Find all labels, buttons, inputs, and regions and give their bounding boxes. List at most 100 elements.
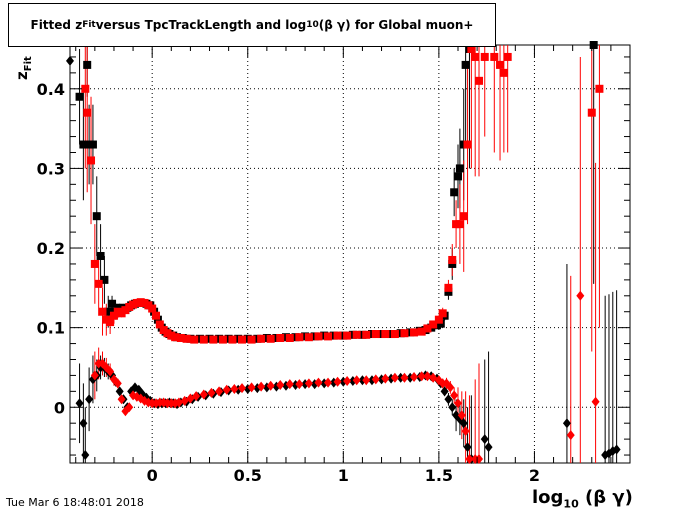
data-point-square (83, 108, 92, 117)
data-point-diamond (285, 379, 294, 390)
data-point-diamond (106, 366, 115, 377)
data-point-square (352, 330, 361, 339)
data-point-square (98, 307, 107, 316)
axes: 0 0.5 1 1.5 2 0 0.1 0.2 0.3 0.4 (37, 45, 631, 485)
data-point-square (209, 335, 218, 344)
data-point-square (475, 76, 484, 85)
data-point-square (304, 333, 313, 342)
data-point-square (453, 172, 462, 181)
data-point-square (455, 220, 464, 229)
data-point-square (400, 329, 409, 338)
data-point-square (587, 108, 596, 117)
data-point-square (434, 315, 443, 324)
data-point-square (499, 68, 508, 77)
data-point-diamond (222, 384, 231, 395)
data-point-diamond (215, 386, 224, 397)
data-point-diamond (266, 380, 275, 391)
data-point-square (83, 60, 92, 69)
data-point-diamond (484, 442, 493, 453)
data-point-square (471, 52, 480, 61)
title-mid: versus TpcTrackLength and log (95, 18, 307, 32)
data-point-square (417, 327, 426, 336)
data-point-diamond (390, 372, 399, 383)
data-point-diamond (410, 372, 419, 383)
title-sub: Fit (82, 20, 96, 30)
data-point-diamond (480, 434, 489, 445)
data-point-square (81, 84, 90, 93)
data-point-square (390, 330, 399, 339)
y-axis-label: zFit (13, 40, 41, 80)
data-point-square (295, 333, 304, 342)
data-point-square (324, 332, 333, 341)
data-point-diamond (461, 426, 470, 437)
data-point-diamond (79, 418, 88, 429)
data-point-diamond (444, 394, 453, 405)
data-point-square (467, 44, 476, 53)
data-point-square (155, 320, 164, 329)
data-point-diamond (113, 378, 122, 389)
data-point-diamond (230, 383, 239, 394)
title-post: (β γ) for Global muon+ (318, 18, 474, 32)
data-point-diamond (85, 394, 94, 405)
data-point-square (199, 335, 208, 344)
data-point-square (461, 60, 470, 69)
data-point-square (444, 283, 453, 292)
data-point-diamond (423, 371, 432, 382)
x-tick-label: 1 (338, 466, 349, 485)
y-axis-label-sub: Fit (23, 56, 34, 72)
data-point-diamond (66, 55, 74, 66)
data-point-diamond (75, 398, 84, 409)
data-point-diamond (117, 394, 126, 405)
data-point-square (176, 333, 185, 342)
timestamp: Tue Mar 6 18:48:01 2018 (6, 496, 144, 509)
data-point-diamond (81, 450, 90, 461)
data-point-square (108, 299, 117, 308)
y-tick-label: 0 (54, 398, 65, 417)
x-axis-label: log10 (β γ) (532, 487, 633, 511)
y-tick-label: 0.1 (37, 319, 65, 338)
x-tick-label: 2 (529, 466, 540, 485)
data-point-square (333, 331, 342, 340)
data-point-square (423, 324, 432, 333)
data-point-square (247, 335, 256, 344)
data-point-square (455, 164, 464, 173)
data-point-square (94, 279, 103, 288)
data-point-square (106, 318, 115, 327)
data-point-square (362, 330, 371, 339)
data-point-diamond (450, 390, 459, 401)
data-point-square (371, 330, 380, 339)
data-point-square (480, 52, 489, 61)
data-point-square (448, 255, 457, 264)
data-point-diamond (90, 370, 99, 381)
data-point-square (87, 156, 96, 165)
x-axis-label-main: log (532, 487, 564, 508)
data-point-diamond (314, 377, 323, 388)
data-point-square (104, 307, 113, 316)
data-point-diamond (362, 375, 371, 386)
data-point-square (100, 275, 109, 284)
x-axis-label-rest: (β γ) (578, 487, 633, 508)
data-point-diamond (115, 386, 124, 397)
title-pre: Fitted z (30, 18, 83, 32)
data-point-square (148, 304, 157, 313)
x-tick-label: 0 (147, 466, 158, 485)
data-point-diamond (174, 397, 183, 408)
data-point-square (343, 331, 352, 340)
data-point-square (503, 52, 512, 61)
data-point-diamond (612, 444, 621, 455)
data-point-diamond (440, 386, 449, 397)
data-point-square (238, 335, 247, 344)
x-tick-label: 0.5 (234, 466, 262, 485)
data-point-square (410, 328, 419, 337)
data-point-diamond (125, 402, 134, 413)
data-point-square (171, 333, 180, 342)
data-point-square (429, 320, 438, 329)
data-point-diamond (457, 410, 466, 421)
data-point-diamond (257, 381, 266, 392)
data-point-square (228, 335, 237, 344)
data-point-diamond (238, 383, 247, 394)
chart-title: Fitted z Fit versus TpcTrackLength and lo… (8, 3, 496, 47)
data-point-diamond (247, 382, 256, 393)
data-point-diamond (417, 371, 426, 382)
